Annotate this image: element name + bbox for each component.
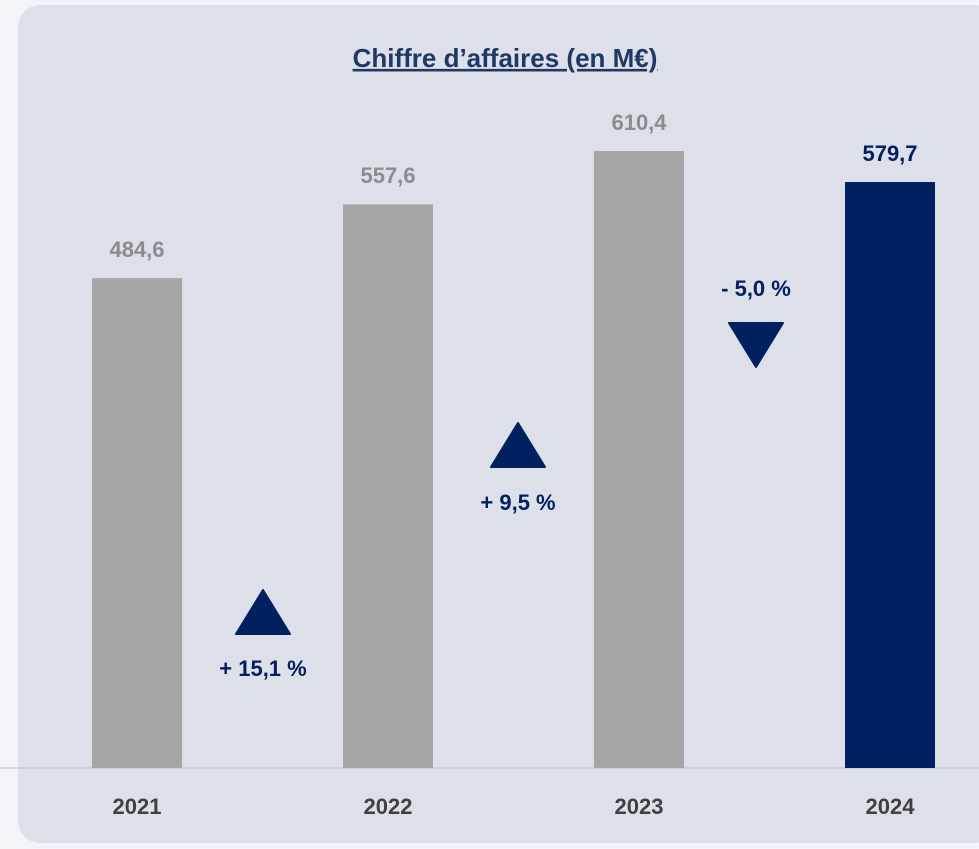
value-label: 579,7 <box>862 141 917 166</box>
x-tick-label: 2022 <box>364 794 413 819</box>
annotation: + 9,5 % <box>480 490 555 515</box>
bar <box>343 204 433 768</box>
x-tick-label: 2021 <box>113 794 162 819</box>
bar <box>845 182 935 768</box>
value-label: 610,4 <box>611 110 667 135</box>
down-arrow <box>728 322 784 368</box>
bar <box>92 278 182 768</box>
value-label: 484,6 <box>109 237 164 262</box>
x-tick-label: 2023 <box>615 794 664 819</box>
up-arrow <box>235 589 291 635</box>
x-tick-label: 2024 <box>866 794 916 819</box>
up-arrow <box>490 422 546 468</box>
bar <box>594 151 684 768</box>
chart-title: Chiffre d’affaires (en M€) <box>353 43 658 73</box>
value-label: 557,6 <box>360 163 415 188</box>
annotation: - 5,0 % <box>721 276 791 301</box>
annotation: + 15,1 % <box>219 656 306 681</box>
